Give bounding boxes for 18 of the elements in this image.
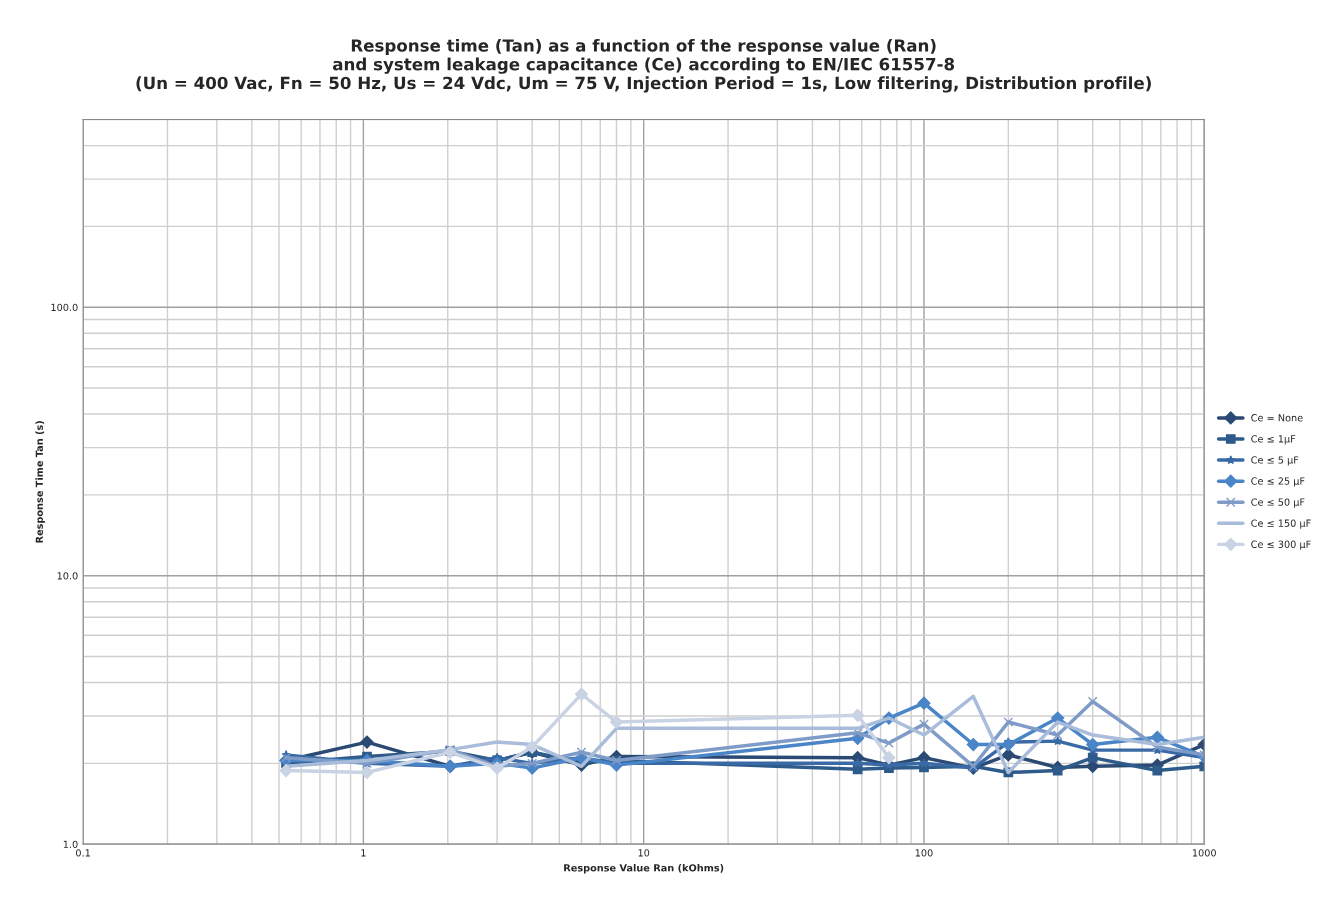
legend-label: Ce ≤ 25 µF (1251, 477, 1305, 487)
legend-label: Ce ≤ 5 µF (1251, 456, 1299, 466)
y-tick-label: 1.0 (63, 840, 78, 848)
x-axis-title: Response Value Ran (kOhms) (564, 863, 724, 874)
legend-label: Ce ≤ 50 µF (1251, 498, 1305, 508)
chart-title: Response time (Tan) as a function of the response value (Ran) and system leakage capacitance (Ce) according to EN/IEC 61557-8 (Un = 400 Vac, Fn = 50 Hz, Us = 24 Vdc, Um = 75 V, Injection Period = 1s, Low filtering, Distribution profile) (136, 38, 1151, 93)
x-tick-label: 1000 (1192, 849, 1216, 857)
y-axis-title: Response Time Tan (s) (35, 421, 45, 543)
x-tick-label: 100 (915, 849, 933, 857)
legend-label: Ce ≤ 1µF (1251, 435, 1296, 445)
legend-label: Ce ≤ 300 µF (1251, 540, 1311, 550)
legend-label: Ce ≤ 150 µF (1251, 519, 1311, 529)
x-tick-label: 10 (638, 849, 650, 857)
x-tick-label: 1 (361, 849, 366, 857)
y-tick-label: 100.0 (51, 303, 78, 312)
y-tick-label: 10.0 (57, 572, 78, 580)
x-tick-label: 0.1 (76, 849, 90, 857)
legend-label: Ce = None (1251, 414, 1303, 422)
